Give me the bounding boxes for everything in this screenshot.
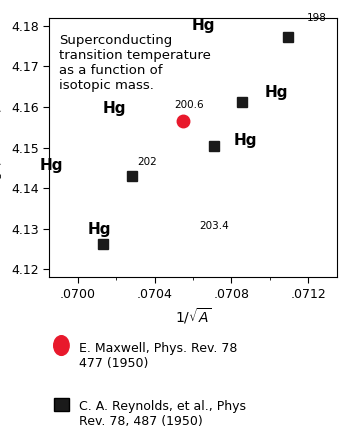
Text: C. A. Reynolds, et al., Phys
Rev. 78, 487 (1950): C. A. Reynolds, et al., Phys Rev. 78, 48… <box>79 400 246 428</box>
Y-axis label: $T_C$ (Kelvins): $T_C$ (Kelvins) <box>0 107 5 188</box>
Text: 198: 198 <box>307 13 327 23</box>
Text: E. Maxwell, Phys. Rev. 78
477 (1950): E. Maxwell, Phys. Rev. 78 477 (1950) <box>79 342 237 370</box>
Text: 200.6: 200.6 <box>174 100 204 110</box>
X-axis label: $1 / \sqrt{A}$: $1 / \sqrt{A}$ <box>175 306 211 326</box>
Text: Hg: Hg <box>192 18 216 33</box>
Text: 202: 202 <box>137 156 157 167</box>
Text: Hg: Hg <box>40 158 63 173</box>
Text: 203.4: 203.4 <box>199 221 229 232</box>
Text: Hg: Hg <box>233 133 257 148</box>
Text: Superconducting
transition temperature
as a function of
isotopic mass.: Superconducting transition temperature a… <box>59 34 211 92</box>
Text: Hg: Hg <box>87 223 111 237</box>
Text: Hg: Hg <box>103 101 126 116</box>
Text: Hg: Hg <box>265 85 289 100</box>
